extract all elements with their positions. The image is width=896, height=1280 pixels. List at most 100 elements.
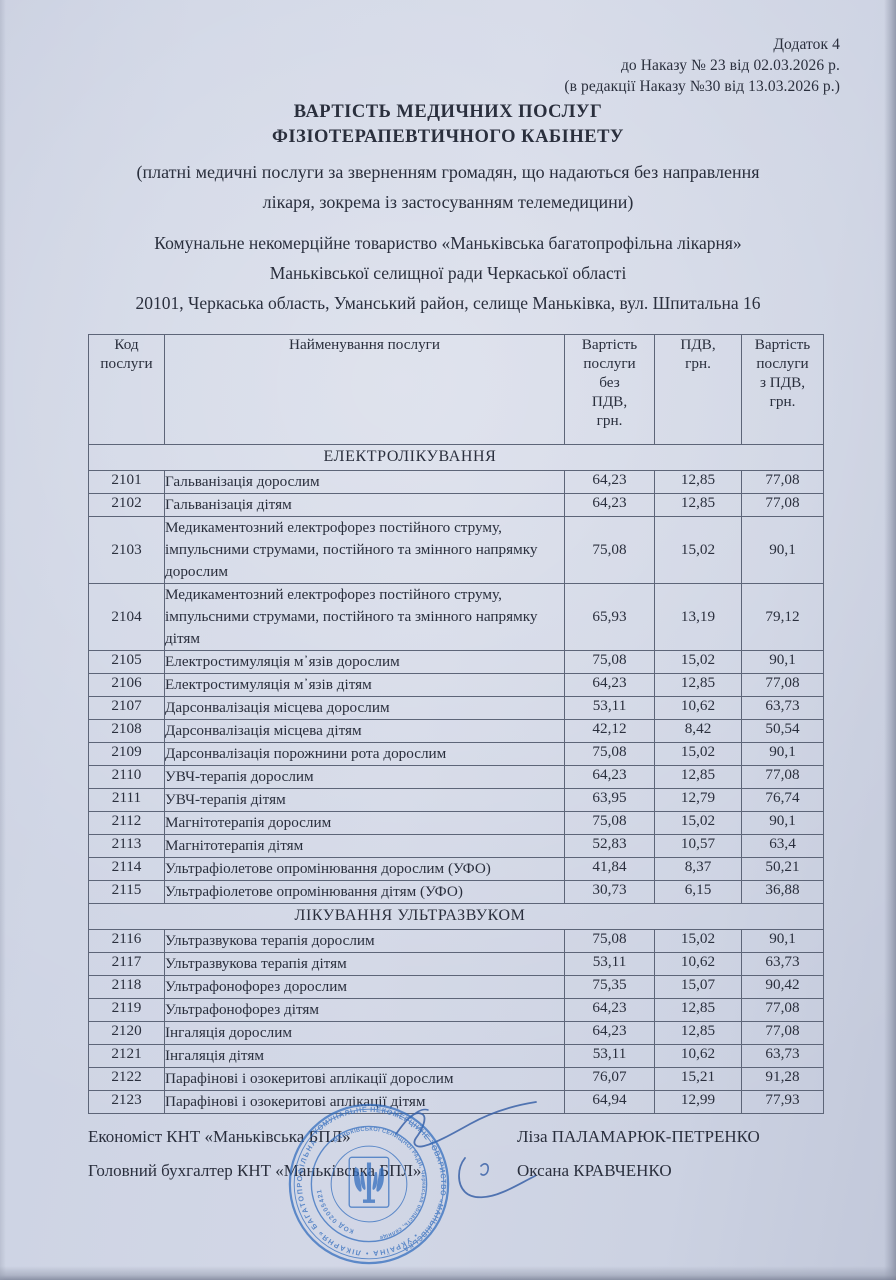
cell-price-excl-vat: 64,23 [564,765,655,789]
appendix-line-1: Додаток 4 [773,36,840,53]
cell-service-code: 2123 [88,1090,165,1114]
signature-name-economist: Ліза ПАЛАМАРЮК-ПЕТРЕНКО [517,1127,760,1146]
cell-price-incl-vat: 77,08 [741,470,824,494]
page-edge-right [884,0,896,1280]
cell-vat: 12,85 [654,493,742,517]
price-hdr-l2: послуги [583,355,636,372]
cell-price-excl-vat: 42,12 [564,719,655,743]
cell-service-name: Парафінові і озокеритові аплікації дорос… [164,1067,565,1091]
cell-price-incl-vat: 36,88 [741,880,824,904]
cell-service-code: 2103 [88,516,165,584]
cell-price-excl-vat: 64,94 [564,1090,655,1114]
cell-price-excl-vat: 53,11 [564,952,655,976]
table-header-row: Код послуги Найменування послуги Вартіст… [88,334,824,445]
cell-service-name: Ультрафонофорез дорослим [164,975,565,999]
column-header-vat: ПДВ, грн. [654,334,742,445]
vat-hdr-l2: грн. [685,355,711,372]
cell-price-excl-vat: 64,23 [564,470,655,494]
table-row: 2123 Парафінові і озокеритові аплікації д… [88,1090,824,1114]
cell-vat: 15,02 [654,516,742,584]
cell-service-name: Дарсонвалізація місцева дітям [164,719,565,743]
table-section-header-label: ЛІКУВАННЯ УЛЬТРАЗВУКОМ [294,907,526,924]
table-section-header-cell: ЛІКУВАННЯ УЛЬТРАЗВУКОМ [88,903,824,930]
cell-price-incl-vat: 90,1 [741,811,824,835]
cell-price-excl-vat: 53,11 [564,1044,655,1068]
total-hdr-l2: послуги [756,355,809,372]
organization-name: Комунальне некомерційне товариство «Мань… [154,233,742,253]
cell-service-code: 2119 [88,998,165,1022]
cell-vat: 12,85 [654,1021,742,1045]
cell-service-code: 2101 [88,470,165,494]
cell-price-excl-vat: 30,73 [564,880,655,904]
price-hdr-l4: ПДВ, [591,393,628,410]
cell-price-incl-vat: 90,1 [741,929,824,953]
cell-service-code: 2122 [88,1067,165,1091]
page-edge-left [0,0,6,1280]
table-row: 2111 УВЧ-терапія дітям 63,95 12,79 76,74 [88,788,824,812]
cell-price-excl-vat: 75,08 [564,650,655,674]
cell-price-excl-vat: 75,08 [564,516,655,584]
column-header-price-incl-vat: Вартість послуги з ПДВ, грн. [741,334,824,445]
cell-service-name: Інгаляція дорослим [164,1021,565,1045]
table-row: 2109 Дарсонвалізація порожнини рота дорос… [88,742,824,766]
cell-price-incl-vat: 76,74 [741,788,824,812]
table-row: 2102 Гальванізація дітям 64,23 12,85 77,08 [88,493,824,517]
table-row: 2105 Електростимуляція м᾽язів дорослим 75,… [88,650,824,674]
cell-service-code: 2107 [88,696,165,720]
cell-price-incl-vat: 77,93 [741,1090,824,1114]
cell-price-incl-vat: 50,21 [741,857,824,881]
cell-price-incl-vat: 90,1 [741,742,824,766]
cell-price-incl-vat: 90,1 [741,516,824,584]
cell-price-excl-vat: 76,07 [564,1067,655,1091]
cell-vat: 12,85 [654,765,742,789]
page-edge-bottom [0,1266,896,1280]
cell-vat: 8,37 [654,857,742,881]
cell-vat: 15,07 [654,975,742,999]
cell-vat: 10,57 [654,834,742,858]
total-hdr-l4: грн. [769,393,796,410]
cell-service-name: УВЧ-терапія дорослим [164,765,565,789]
cell-service-code: 2109 [88,742,165,766]
cell-service-name: Гальванізація дітям [164,493,565,517]
cell-vat: 12,85 [654,998,742,1022]
cell-service-code: 2111 [88,788,165,812]
cell-service-code: 2118 [88,975,165,999]
cell-vat: 6,15 [654,880,742,904]
vat-hdr-l1: ПДВ, [680,336,716,353]
cell-price-incl-vat: 63,4 [741,834,824,858]
appendix-line-3: (в редакції Наказу №30 від 13.03.2026 р.… [564,78,840,95]
cell-vat: 15,02 [654,650,742,674]
cell-price-excl-vat: 64,23 [564,493,655,517]
cell-price-incl-vat: 77,08 [741,1021,824,1045]
cell-price-excl-vat: 53,11 [564,696,655,720]
cell-vat: 12,85 [654,470,742,494]
table-section-header-row: ЕЛЕКТРОЛІКУВАННЯ [88,444,824,471]
cell-price-excl-vat: 64,23 [564,1021,655,1045]
cell-price-excl-vat: 65,93 [564,583,655,651]
cell-service-name: Гальванізація дорослим [164,470,565,494]
cell-service-code: 2120 [88,1021,165,1045]
cell-price-incl-vat: 77,08 [741,493,824,517]
table-row: 2115 Ультрафіолетове опромінювання дітям … [88,880,824,904]
cell-price-incl-vat: 90,42 [741,975,824,999]
appendix-line-2: до Наказу № 23 від 02.03.2026 р. [620,57,840,74]
cell-price-incl-vat: 50,54 [741,719,824,743]
price-table: Код послуги Найменування послуги Вартіст… [88,334,824,1114]
table-row: 2121 Інгаляція дітям 53,11 10,62 63,73 [88,1044,824,1068]
cell-price-excl-vat: 75,08 [564,929,655,953]
cell-vat: 10,62 [654,696,742,720]
cell-service-code: 2110 [88,765,165,789]
cell-price-incl-vat: 90,1 [741,650,824,674]
cell-vat: 15,02 [654,742,742,766]
cell-service-code: 2112 [88,811,165,835]
cell-vat: 10,62 [654,952,742,976]
cell-service-code: 2104 [88,583,165,651]
table-header: Код послуги Найменування послуги Вартіст… [88,334,824,445]
appendix-reference: Додаток 4 до Наказу № 23 від 02.03.2026 … [564,34,840,97]
cell-service-name: Ультразвукова терапія дорослим [164,929,565,953]
price-hdr-l3: без [599,374,620,391]
table-row: 2119 Ультрафонофорез дітям 64,23 12,85 77,08 [88,998,824,1022]
cell-service-name: Ультрафонофорез дітям [164,998,565,1022]
cell-vat: 12,85 [654,673,742,697]
cell-vat: 13,19 [654,583,742,651]
